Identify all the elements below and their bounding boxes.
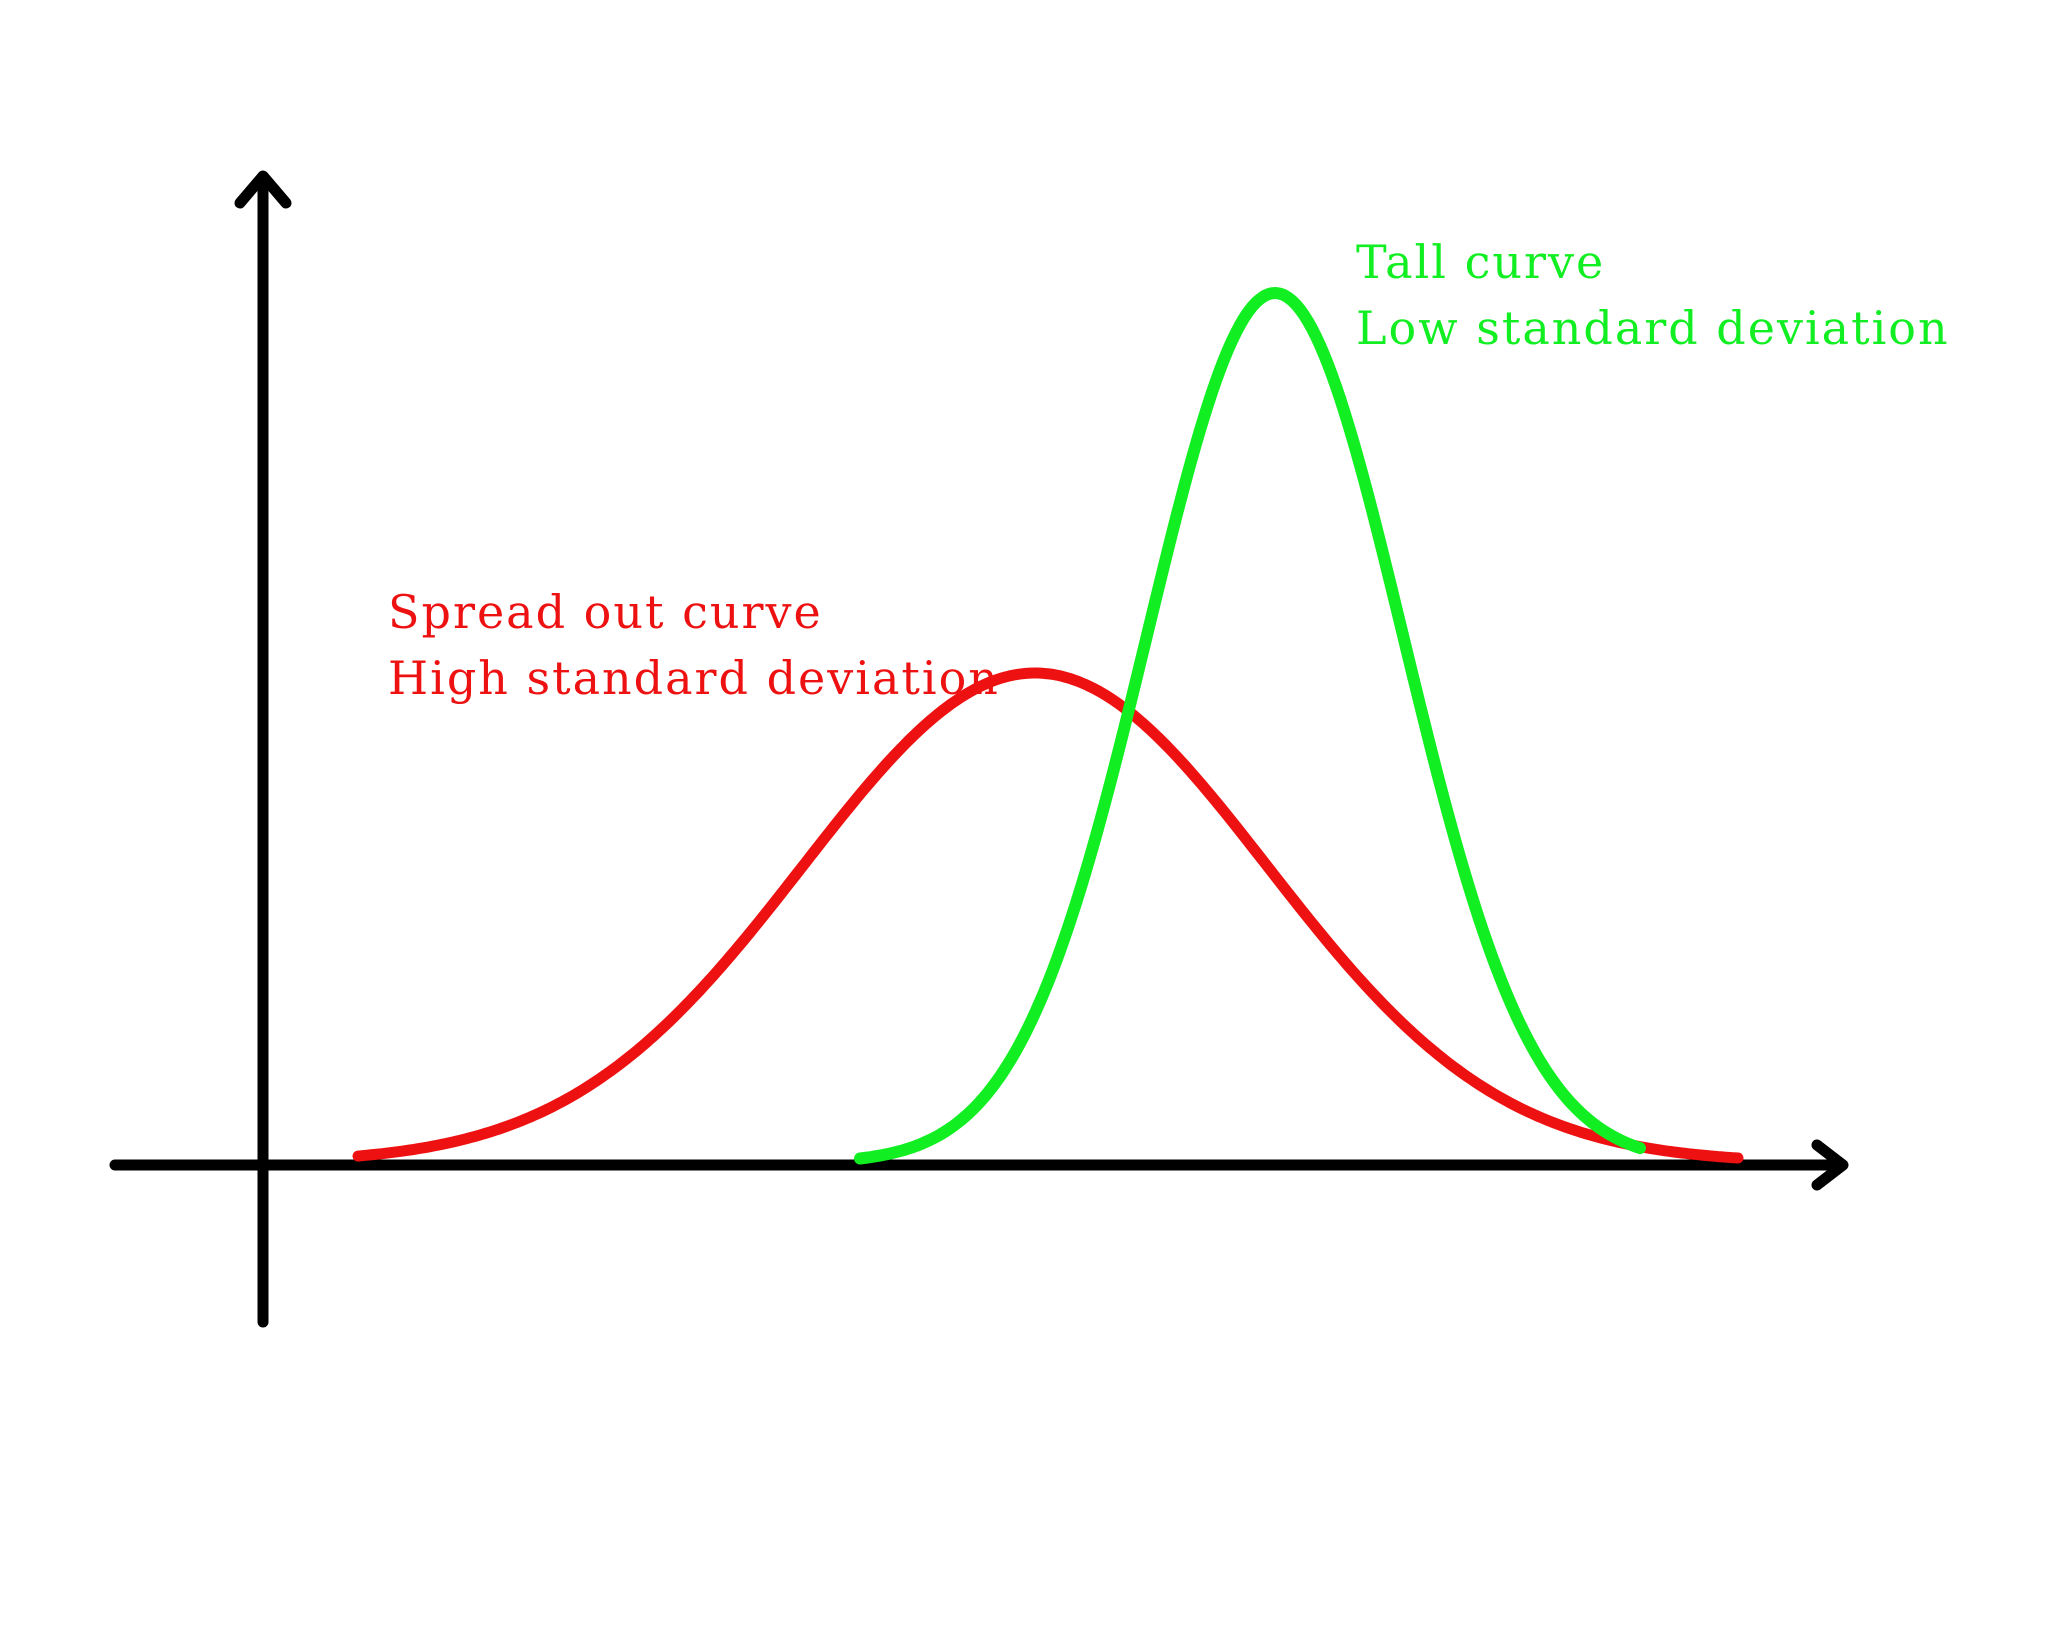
tall-curve [854, 287, 1646, 1165]
spread-label-line1: Spread out curve [388, 585, 823, 639]
y-axis-arrowhead [234, 170, 292, 209]
spread-curve [352, 667, 1744, 1164]
spread-label-line2: High standard deviation [388, 651, 1000, 705]
tall-label-line2: Low standard deviation [1356, 301, 1950, 355]
tall-label-line1: Tall curve [1356, 235, 1605, 289]
axes [109, 170, 1849, 1328]
x-axis-arrowhead [1811, 1139, 1849, 1191]
